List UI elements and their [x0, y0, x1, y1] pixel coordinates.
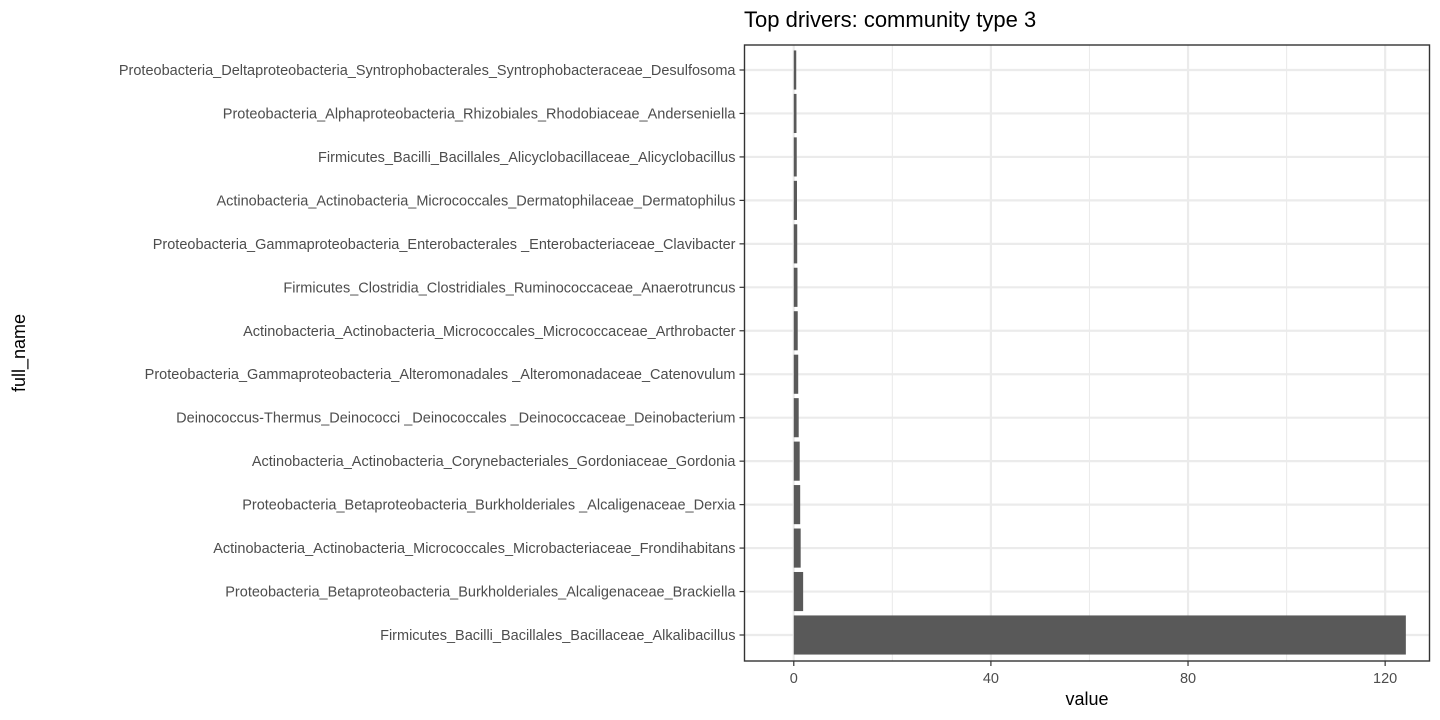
y-tick-label: Proteobacteria_Deltaproteobacteria_Syntr…: [119, 63, 737, 79]
y-axis: Proteobacteria_Deltaproteobacteria_Syntr…: [119, 63, 745, 644]
panel-border: [743, 44, 1431, 662]
y-tick-label: Actinobacteria_Actinobacteria_Corynebact…: [252, 454, 737, 470]
x-axis-title: value: [1065, 689, 1108, 709]
bar: [793, 93, 797, 134]
bar: [793, 311, 798, 351]
y-axis-title: full_name: [9, 314, 30, 392]
x-tick-label: 40: [983, 671, 999, 687]
y-tick-label: Firmicutes_Bacilli_Bacillales_Bacillacea…: [380, 628, 735, 644]
y-tick-label: Actinobacteria_Actinobacteria_Micrococca…: [216, 193, 735, 209]
y-tick-label: Proteobacteria_Gammaproteobacteria_Enter…: [153, 237, 736, 253]
chart-title: Top drivers: community type 3: [744, 7, 1036, 32]
bar: [793, 180, 797, 220]
x-tick-label: 120: [1373, 671, 1397, 687]
bar: [793, 485, 801, 525]
y-tick-label: Actinobacteria_Actinobacteria_Micrococca…: [213, 541, 735, 557]
grid-lines: [744, 45, 1430, 661]
y-tick-label: Proteobacteria_Betaproteobacteria_Burkho…: [242, 498, 736, 514]
bar: [793, 571, 804, 612]
y-tick-label: Proteobacteria_Alphaproteobacteria_Rhizo…: [223, 106, 737, 122]
x-tick-label: 80: [1180, 671, 1196, 687]
y-tick-label: Deinococcus-Thermus_Deinococci _Deinococ…: [176, 411, 735, 427]
bar: [793, 137, 797, 177]
y-tick-label: Proteobacteria_Betaproteobacteria_Burkho…: [225, 585, 736, 601]
bar: [793, 50, 797, 90]
bar: [793, 528, 801, 568]
bar: [793, 354, 799, 394]
bar: [793, 224, 798, 264]
bar: [793, 398, 799, 438]
bar: [793, 441, 800, 481]
x-tick-label: 0: [790, 671, 798, 687]
bar: [793, 615, 1406, 655]
bars: [793, 50, 1406, 655]
x-axis: 0 40 80 120: [790, 661, 1397, 687]
bar: [793, 267, 798, 307]
y-tick-label: Firmicutes_Bacilli_Bacillales_Alicycloba…: [318, 150, 735, 166]
y-tick-label: Proteobacteria_Gammaproteobacteria_Alter…: [145, 367, 736, 383]
y-tick-label: Actinobacteria_Actinobacteria_Micrococca…: [243, 324, 736, 340]
y-tick-label: Firmicutes_Clostridia_Clostridiales_Rumi…: [283, 280, 735, 296]
